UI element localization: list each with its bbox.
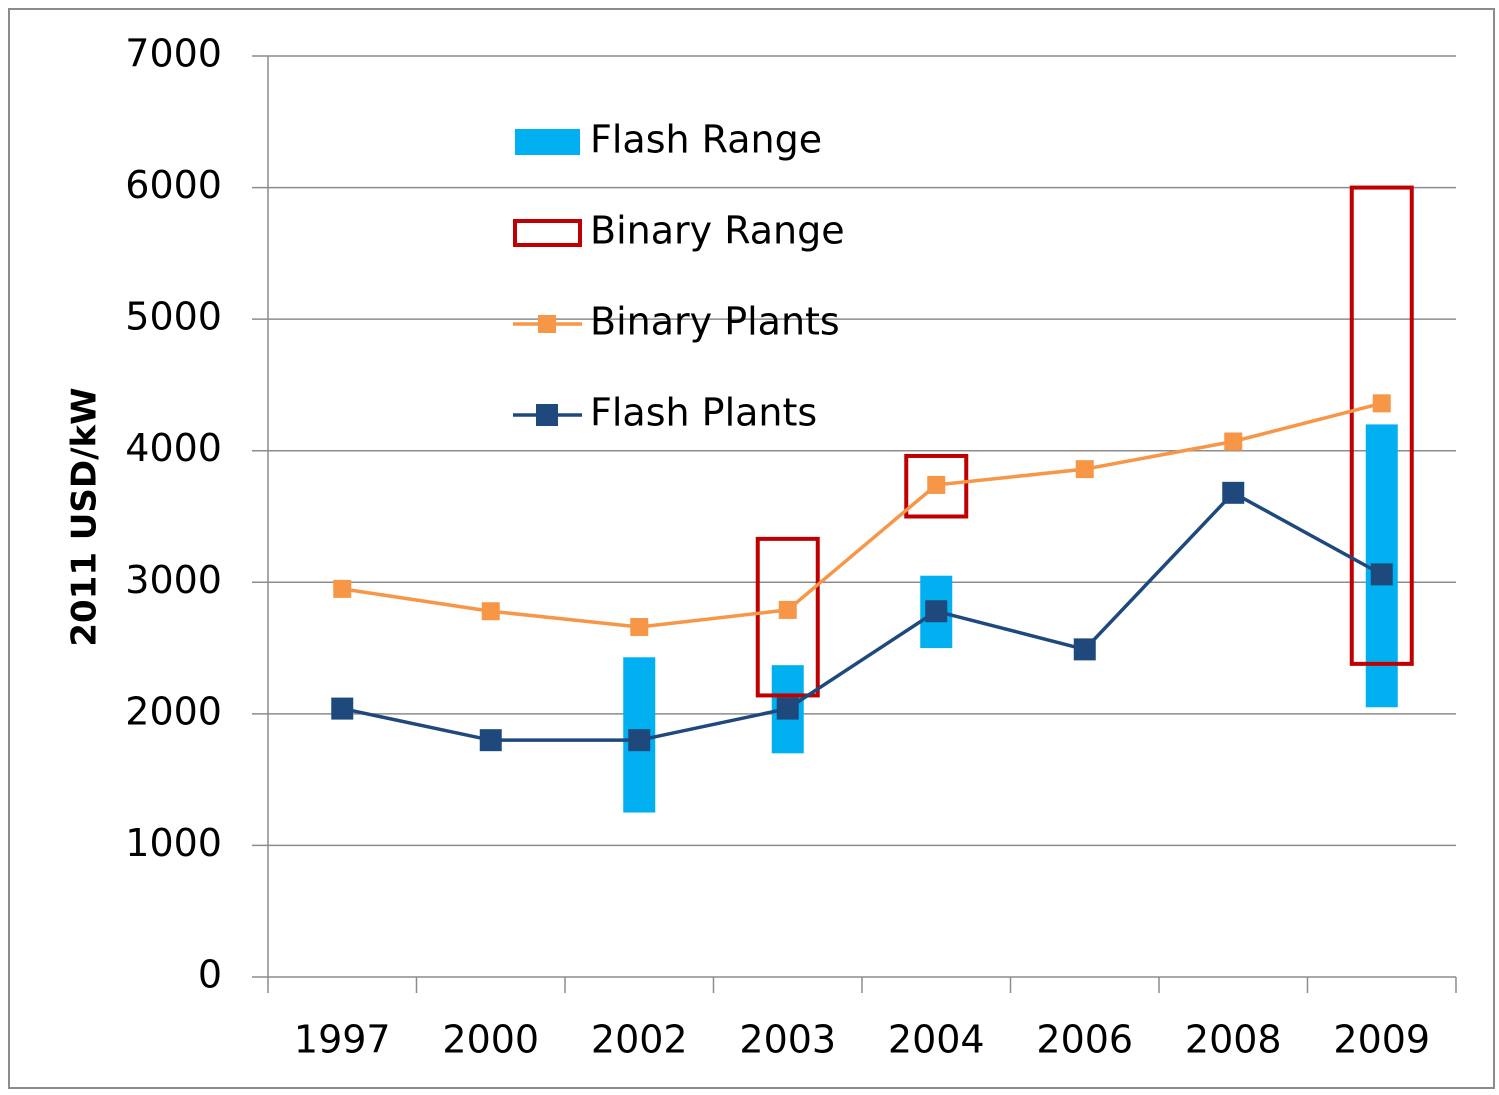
- series-marker: [778, 600, 797, 619]
- binary-range-box: [904, 453, 969, 519]
- y-tick-label: 5000: [125, 295, 222, 339]
- series-marker: [1224, 432, 1243, 451]
- y-tick-label: 6000: [125, 163, 222, 207]
- y-tick-label: 2000: [125, 689, 222, 733]
- x-tick-label: 1997: [294, 1018, 391, 1062]
- legend-swatch: [513, 219, 582, 247]
- legend-label: Flash Range: [590, 118, 822, 162]
- x-tick-label: 2006: [1036, 1018, 1133, 1062]
- x-tick-label: 2008: [1185, 1018, 1282, 1062]
- series-marker: [331, 697, 354, 720]
- binary-range-box: [1349, 185, 1414, 666]
- y-tick-label: 1000: [125, 821, 222, 865]
- series-marker: [628, 729, 651, 752]
- series-line: [341, 401, 1383, 629]
- legend-swatch: [536, 404, 558, 426]
- x-tick-label: 2002: [591, 1018, 688, 1062]
- series-marker: [925, 600, 948, 623]
- x-tick-label: 2004: [888, 1018, 985, 1062]
- series-marker: [1075, 460, 1094, 479]
- series-marker: [1222, 481, 1245, 504]
- series-marker: [479, 729, 502, 752]
- series-marker: [927, 475, 946, 494]
- y-tick-label: 4000: [125, 426, 222, 470]
- y-tick-label: 0: [198, 953, 222, 997]
- series-marker: [1073, 638, 1096, 661]
- binary-range-box: [755, 536, 820, 698]
- legend-swatch: [515, 129, 580, 155]
- series-marker: [776, 697, 799, 720]
- series-line: [341, 490, 1383, 742]
- y-tick-label: 7000: [125, 32, 222, 76]
- y-tick-label: 3000: [125, 558, 222, 602]
- series-marker: [481, 602, 500, 621]
- legend-label: Flash Plants: [590, 391, 817, 435]
- series-marker: [1370, 563, 1393, 586]
- x-tick-label: 2003: [739, 1018, 836, 1062]
- y-axis-label: 2011 USD/kW: [65, 387, 105, 646]
- x-tick-label: 2000: [442, 1018, 539, 1062]
- legend-label: Binary Plants: [590, 300, 840, 344]
- chart-frame: [8, 8, 1495, 1089]
- series-marker: [333, 579, 352, 598]
- x-tick-label: 2009: [1333, 1018, 1430, 1062]
- legend-label: Binary Range: [590, 209, 845, 253]
- series-marker: [630, 618, 649, 637]
- series-marker: [1372, 394, 1391, 413]
- legend-swatch: [538, 315, 556, 333]
